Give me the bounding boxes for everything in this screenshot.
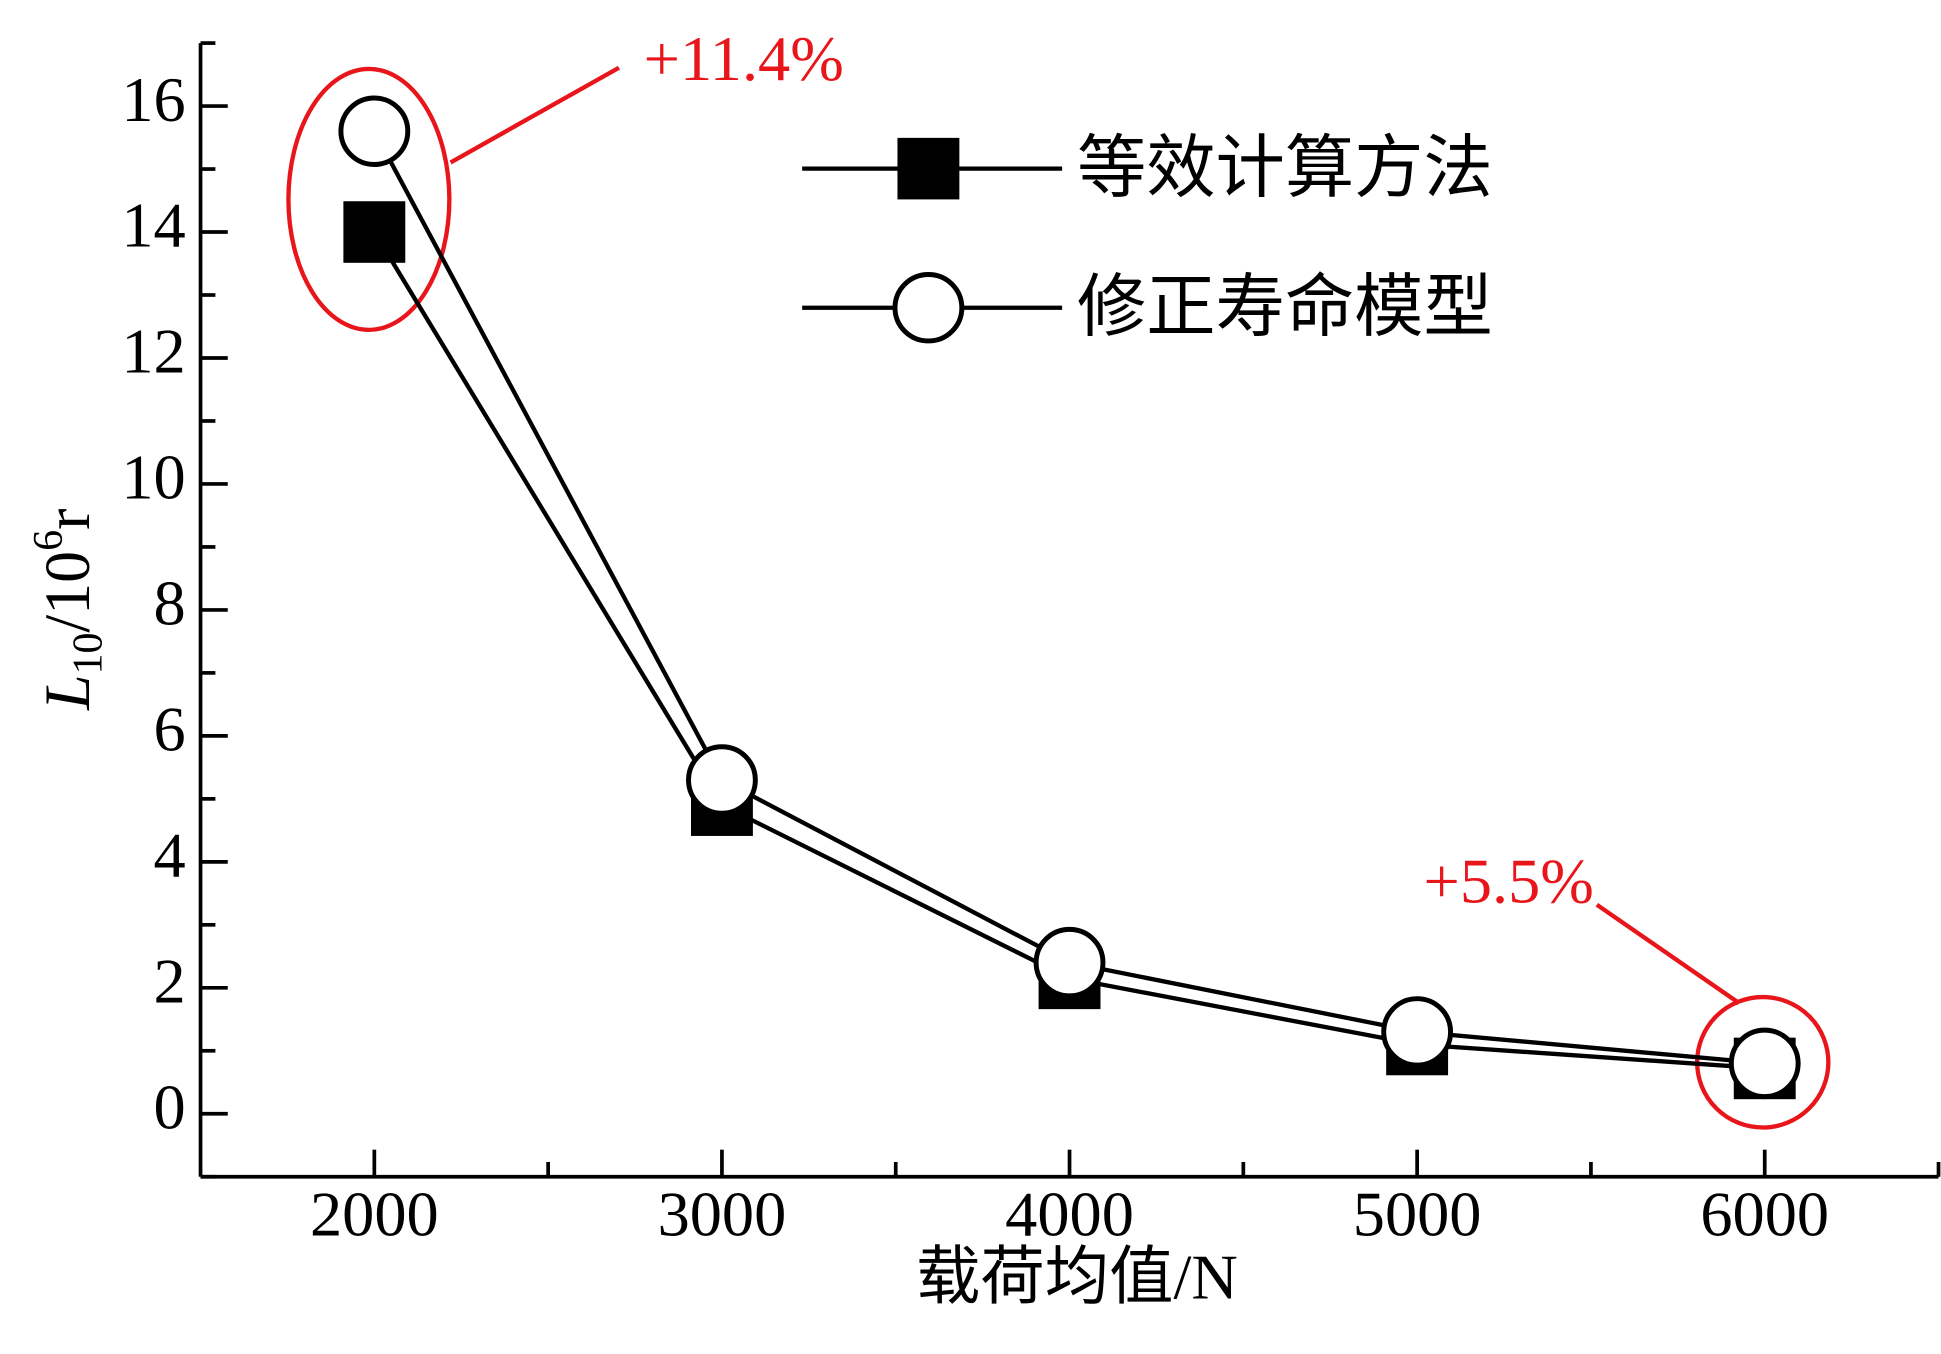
y-label-subscript: 10: [65, 633, 111, 675]
annotation: +5.5%: [1424, 845, 1594, 916]
y-label-superscript: 6: [26, 530, 72, 551]
legend-label: 等效计算方法: [1077, 128, 1493, 208]
y-tick-label: 8: [153, 568, 185, 639]
y-axis-label: L10/106r: [26, 509, 112, 711]
y-tick-label: 4: [153, 820, 185, 891]
x-tick-label: 2000: [310, 1179, 439, 1250]
legend-label: 修正寿命模型: [1077, 267, 1493, 347]
marker-circle: [1728, 1027, 1801, 1100]
highlight-ellipse: [286, 66, 452, 333]
y-tick-label: 10: [121, 442, 185, 513]
marker-circle: [892, 272, 965, 344]
x-tick-label: 5000: [1353, 1179, 1482, 1250]
y-tick-label: 16: [121, 64, 185, 135]
marker-circle: [338, 95, 411, 167]
x-tick-label: 4000: [1005, 1179, 1134, 1250]
y-label-symbol: L: [32, 674, 103, 711]
y-label-unit: /10: [32, 551, 103, 633]
marker-square: [897, 137, 960, 200]
y-tick-label: 0: [153, 1072, 185, 1143]
annotation: +11.4%: [644, 23, 844, 94]
x-axis-label: 载荷均值/N: [916, 1242, 1238, 1313]
y-tick-label: 2: [153, 946, 185, 1017]
y-tick-label: 14: [121, 190, 185, 261]
x-tick-label: 3000: [658, 1179, 787, 1250]
y-tick-label: 12: [121, 316, 185, 387]
y-label-suffix: r: [32, 509, 103, 530]
x-tick-label: 6000: [1700, 1179, 1829, 1250]
marker-circle: [1381, 996, 1454, 1068]
marker-square: [343, 201, 406, 263]
annotation-leader: [1595, 902, 1741, 1005]
series-line: [372, 130, 1765, 1066]
marker-circle: [686, 744, 758, 816]
marker-circle: [1033, 926, 1106, 999]
annotation-leader: [449, 65, 621, 165]
y-tick-label: 6: [153, 694, 185, 765]
